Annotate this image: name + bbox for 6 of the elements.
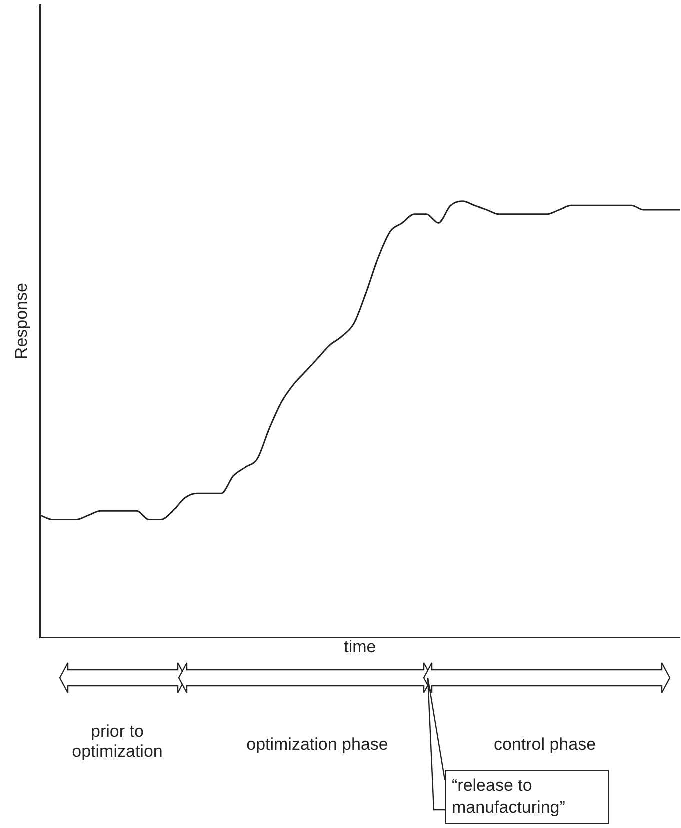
text: optimization phase [246,735,390,755]
text: “release to manufacturing” [445,770,609,824]
text: prior to optimization [71,722,164,762]
x-axis-title: time [344,637,376,656]
y-axis-title: Response [12,283,31,360]
text: control phase [492,735,598,755]
